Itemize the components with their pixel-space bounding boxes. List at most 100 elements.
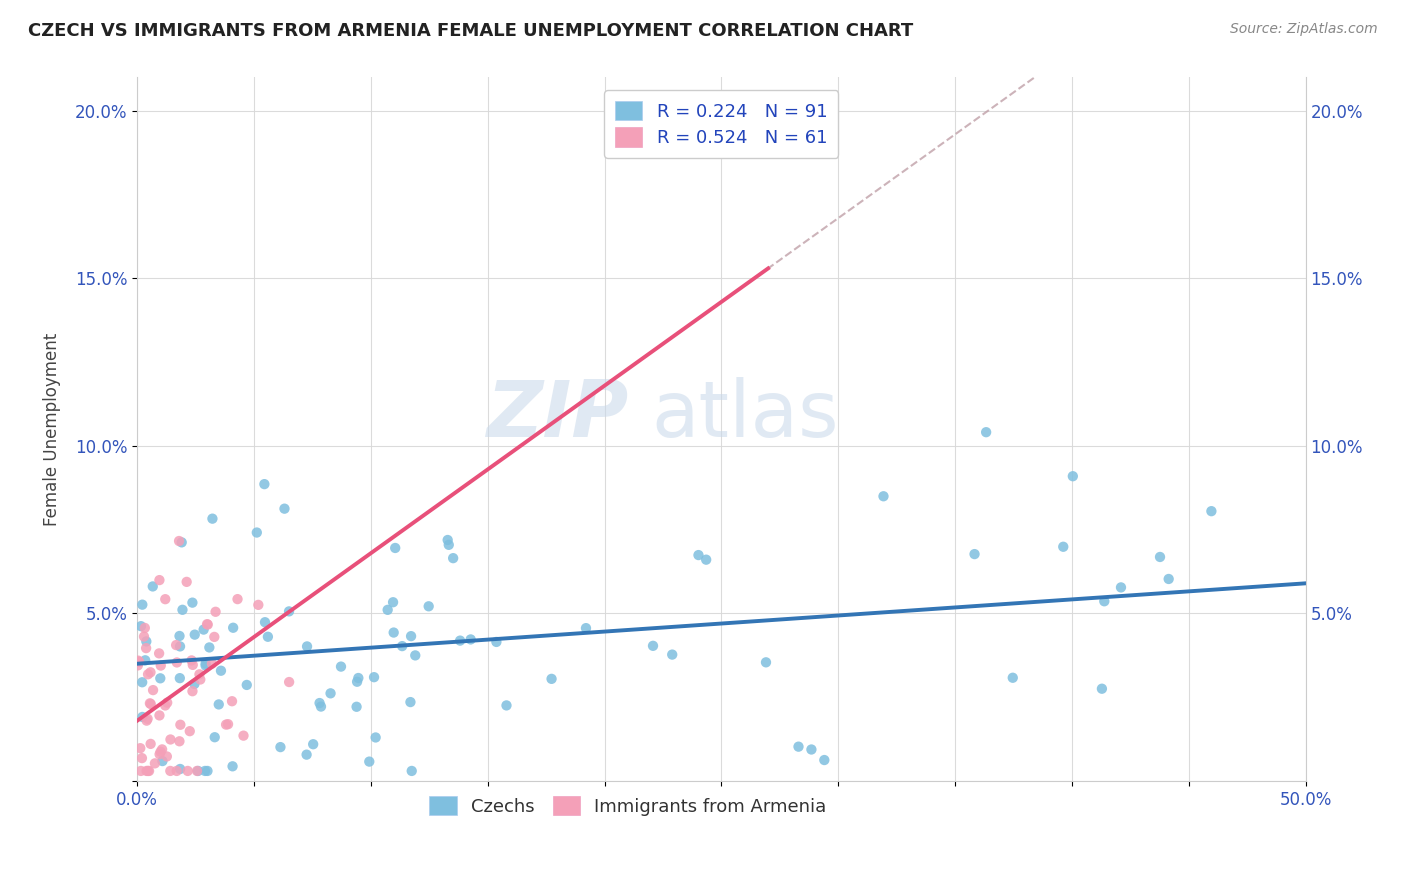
Point <box>1001 671 1024 685</box>
Point <box>186 764 208 778</box>
Point <box>167 534 190 549</box>
Point <box>180 653 202 667</box>
Point <box>198 640 221 655</box>
Point <box>309 699 332 714</box>
Point <box>136 712 159 726</box>
Point <box>176 574 198 589</box>
Point <box>222 621 245 635</box>
Point <box>221 694 243 708</box>
Point <box>1157 572 1180 586</box>
Point <box>169 640 191 654</box>
Point <box>787 739 810 754</box>
Point <box>382 595 405 609</box>
Point <box>187 764 209 778</box>
Point <box>974 425 997 440</box>
Point <box>330 659 353 673</box>
Point <box>247 598 270 612</box>
Point <box>194 657 217 671</box>
Point <box>131 710 153 724</box>
Point <box>1062 469 1084 483</box>
Point <box>364 731 387 745</box>
Point <box>159 732 181 747</box>
Point <box>136 764 159 778</box>
Point <box>441 551 464 566</box>
Point <box>347 671 370 685</box>
Point <box>391 639 413 653</box>
Point <box>188 673 211 687</box>
Point <box>148 573 170 587</box>
Point <box>217 717 239 731</box>
Point <box>131 751 153 765</box>
Point <box>209 664 232 678</box>
Point <box>172 603 194 617</box>
Point <box>155 592 177 607</box>
Point <box>813 753 835 767</box>
Point <box>139 737 162 751</box>
Point <box>139 697 162 711</box>
Point <box>363 670 385 684</box>
Point <box>197 617 219 632</box>
Point <box>138 764 160 778</box>
Legend: Czechs, Immigrants from Armenia: Czechs, Immigrants from Armenia <box>420 787 835 825</box>
Point <box>437 538 460 552</box>
Point <box>319 686 342 700</box>
Point <box>221 759 243 773</box>
Point <box>179 724 201 739</box>
Point <box>156 696 179 710</box>
Point <box>129 619 152 633</box>
Point <box>181 596 204 610</box>
Point <box>135 764 157 778</box>
Point <box>688 548 710 562</box>
Point <box>418 599 440 614</box>
Point <box>135 634 157 648</box>
Point <box>575 621 598 635</box>
Point <box>149 671 172 685</box>
Point <box>495 698 517 713</box>
Point <box>201 657 224 671</box>
Point <box>149 745 172 759</box>
Point <box>128 655 150 669</box>
Point <box>382 625 405 640</box>
Point <box>755 656 778 670</box>
Point <box>152 754 174 768</box>
Point <box>1109 581 1132 595</box>
Point <box>232 729 254 743</box>
Point <box>142 579 165 593</box>
Point <box>139 665 162 680</box>
Point <box>169 671 191 685</box>
Text: CZECH VS IMMIGRANTS FROM ARMENIA FEMALE UNEMPLOYMENT CORRELATION CHART: CZECH VS IMMIGRANTS FROM ARMENIA FEMALE … <box>28 22 914 40</box>
Point <box>399 629 422 643</box>
Point <box>197 764 219 778</box>
Point <box>155 698 177 713</box>
Point <box>226 592 249 607</box>
Point <box>236 678 259 692</box>
Point <box>872 489 894 503</box>
Point <box>1201 504 1223 518</box>
Point <box>165 638 187 652</box>
Point <box>302 737 325 751</box>
Point <box>208 698 231 712</box>
Point <box>278 675 301 690</box>
Point <box>127 658 149 673</box>
Point <box>131 598 153 612</box>
Point <box>377 603 399 617</box>
Point <box>436 533 458 547</box>
Text: Source: ZipAtlas.com: Source: ZipAtlas.com <box>1230 22 1378 37</box>
Point <box>401 764 423 778</box>
Point <box>181 657 204 672</box>
Text: ZIP: ZIP <box>485 377 628 453</box>
Point <box>404 648 426 663</box>
Point <box>166 656 188 670</box>
Point <box>169 718 191 732</box>
Point <box>1091 681 1114 696</box>
Point <box>170 535 193 549</box>
Point <box>136 667 159 681</box>
Point <box>181 684 204 698</box>
Point <box>177 764 200 778</box>
Point <box>246 525 269 540</box>
Point <box>204 730 226 744</box>
Point <box>346 699 368 714</box>
Point <box>188 667 211 681</box>
Point <box>129 764 152 778</box>
Point <box>800 742 823 756</box>
